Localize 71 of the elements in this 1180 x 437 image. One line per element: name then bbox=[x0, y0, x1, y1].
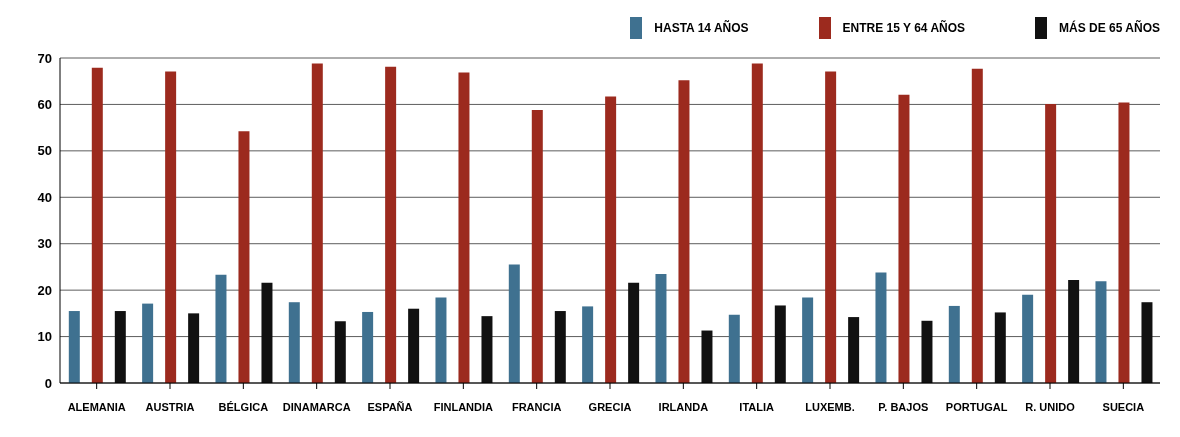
bar bbox=[655, 273, 667, 383]
bar bbox=[458, 72, 470, 383]
legend-label: MÁS DE 65 AÑOS bbox=[1059, 21, 1160, 35]
bar bbox=[582, 306, 594, 383]
x-tick-label: FINLANDIA bbox=[433, 400, 494, 413]
x-tick-label: GRECIA bbox=[588, 400, 632, 413]
bar bbox=[508, 264, 520, 383]
bar bbox=[678, 80, 690, 383]
bar bbox=[385, 66, 397, 383]
x-tick-label: P. BAJOS bbox=[878, 400, 929, 413]
x-tick-label: ESPAÑA bbox=[367, 400, 413, 413]
bar bbox=[362, 311, 374, 383]
bar bbox=[825, 71, 837, 383]
bar bbox=[605, 96, 617, 383]
bar bbox=[802, 297, 814, 383]
legend-label: ENTRE 15 Y 64 AÑOS bbox=[842, 21, 966, 35]
bar bbox=[288, 302, 300, 383]
bar bbox=[481, 316, 493, 383]
y-tick-label: 40 bbox=[37, 189, 52, 205]
bar bbox=[971, 68, 983, 383]
x-tick-label: IRLANDA bbox=[658, 400, 709, 413]
y-tick-label: 60 bbox=[37, 97, 52, 113]
bar bbox=[408, 308, 420, 383]
bar bbox=[1118, 102, 1130, 383]
bar bbox=[165, 71, 177, 383]
bar bbox=[215, 274, 227, 383]
bar bbox=[531, 110, 543, 383]
bar bbox=[948, 305, 960, 383]
y-tick-label: 20 bbox=[37, 282, 52, 298]
bar bbox=[701, 330, 713, 383]
x-tick-label: R. UNIDO bbox=[1025, 400, 1076, 413]
bar bbox=[435, 297, 447, 383]
x-tick-label: ITALIA bbox=[739, 400, 775, 413]
x-tick-label: FRANCIA bbox=[511, 400, 562, 413]
bar bbox=[334, 321, 346, 383]
bar bbox=[554, 311, 566, 383]
y-tick-label: 30 bbox=[37, 236, 52, 252]
x-tick-label: ALEMANIA bbox=[67, 400, 126, 413]
bar bbox=[261, 282, 273, 383]
bar bbox=[238, 131, 250, 383]
bar bbox=[921, 320, 933, 383]
bar bbox=[311, 63, 323, 383]
bar bbox=[114, 311, 126, 383]
bar bbox=[728, 314, 740, 383]
bar bbox=[774, 305, 786, 383]
legend-label: HASTA 14 AÑOS bbox=[654, 21, 749, 35]
bar bbox=[1022, 294, 1034, 383]
bar bbox=[188, 313, 200, 383]
bar bbox=[898, 94, 910, 383]
bar bbox=[751, 63, 763, 383]
bar bbox=[142, 303, 154, 383]
bar bbox=[1141, 302, 1153, 383]
bar bbox=[91, 67, 103, 383]
bar bbox=[875, 272, 887, 383]
x-tick-label: AUSTRIA bbox=[145, 400, 195, 413]
bar bbox=[68, 311, 80, 383]
bar bbox=[848, 317, 860, 383]
y-tick-label: 70 bbox=[37, 50, 52, 66]
bar bbox=[1068, 279, 1080, 383]
bar bbox=[1045, 103, 1057, 383]
x-tick-label: SUECIA bbox=[1102, 400, 1145, 413]
x-tick-label: PORTUGAL bbox=[945, 400, 1008, 413]
x-tick-label: BÉLGICA bbox=[218, 400, 269, 413]
bar bbox=[628, 282, 640, 383]
x-tick-label: LUXEMB. bbox=[805, 400, 855, 413]
bar bbox=[1095, 281, 1107, 383]
bar bbox=[994, 312, 1006, 383]
y-tick-label: 50 bbox=[37, 143, 52, 159]
y-tick-label: 10 bbox=[37, 329, 52, 345]
x-tick-label: DINAMARCA bbox=[282, 400, 351, 413]
y-tick-label: 0 bbox=[44, 375, 52, 391]
